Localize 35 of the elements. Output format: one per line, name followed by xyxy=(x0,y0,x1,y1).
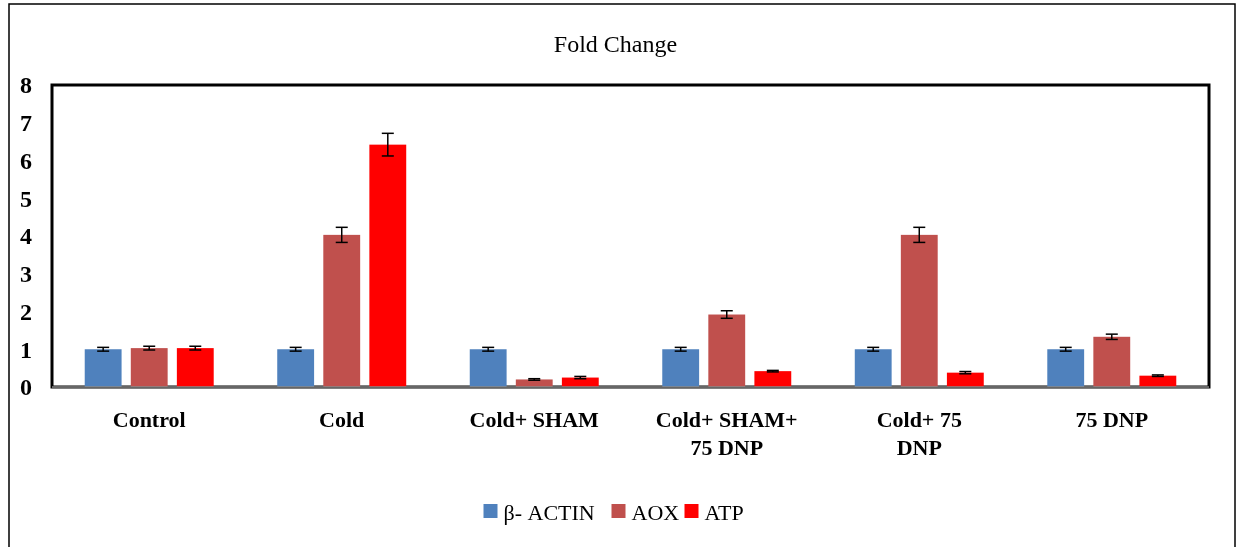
legend-label: ATP xyxy=(704,499,744,525)
x-tick-label: Cold xyxy=(319,407,365,432)
bar xyxy=(277,349,315,387)
bar xyxy=(854,349,892,387)
y-tick-label: 1 xyxy=(20,336,32,363)
chart-title: Fold Change xyxy=(553,31,678,57)
bar xyxy=(900,234,938,387)
x-tick-label: 75 DNP xyxy=(1075,407,1149,432)
x-tick-label: Control xyxy=(112,407,186,432)
y-tick-label: 2 xyxy=(20,298,32,325)
bar xyxy=(130,348,168,387)
y-tick-label: 7 xyxy=(20,110,32,137)
bar xyxy=(84,349,122,387)
y-tick-label: 8 xyxy=(20,72,32,99)
bar xyxy=(754,371,792,387)
bar xyxy=(323,234,361,387)
bar xyxy=(176,348,214,387)
y-tick-label: 3 xyxy=(20,261,32,288)
bar xyxy=(946,372,984,387)
bar xyxy=(469,349,507,387)
y-tick-label: 4 xyxy=(20,223,32,250)
x-tick-label: Cold+ 75 DNP xyxy=(876,407,962,460)
legend-label: AOX xyxy=(631,499,680,525)
y-tick-label: 0 xyxy=(20,374,32,401)
bar xyxy=(1139,375,1177,387)
y-tick-label: 5 xyxy=(20,185,32,212)
bar xyxy=(708,314,746,387)
bar xyxy=(1047,349,1085,387)
bar xyxy=(662,349,700,387)
y-tick-label: 6 xyxy=(20,147,32,174)
bar xyxy=(1093,336,1131,387)
x-tick-label: Cold+ SHAM+ 75 DNP xyxy=(655,407,798,460)
bar xyxy=(369,144,407,387)
x-tick-label: Cold+ SHAM xyxy=(469,407,600,432)
legend-label: β- ACTIN xyxy=(503,499,595,525)
